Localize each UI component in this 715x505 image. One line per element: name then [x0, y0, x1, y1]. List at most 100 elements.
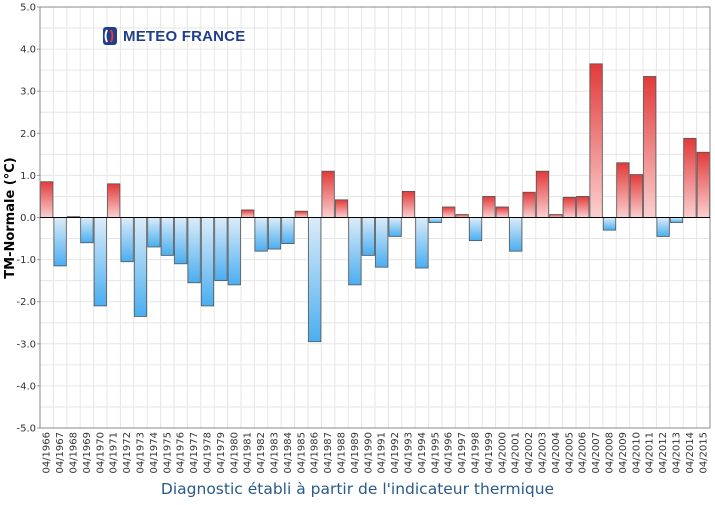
x-tick-label: 04/1995: [430, 432, 441, 474]
y-tick-label: 3.0: [20, 87, 36, 98]
x-tick-label: 04/1972: [122, 432, 133, 474]
x-tick-label: 04/1978: [203, 432, 214, 474]
bar: [629, 174, 643, 218]
bar: [107, 183, 121, 218]
bar: [683, 137, 697, 218]
x-tick-label: 04/1971: [109, 432, 120, 474]
bar: [147, 217, 161, 248]
x-tick-label: 04/2011: [645, 432, 656, 474]
x-tick-label: 04/1984: [283, 432, 294, 474]
y-tick-label: -3.0: [16, 339, 36, 350]
x-tick-label: 04/2005: [564, 432, 575, 474]
x-tick-label: 04/2006: [578, 432, 589, 474]
bar: [294, 210, 308, 218]
bar: [375, 217, 389, 268]
y-tick-label: 2.0: [20, 129, 36, 140]
x-tick-label: 04/1990: [363, 432, 374, 474]
x-tick-label: 04/2007: [591, 432, 602, 474]
bar: [616, 162, 630, 218]
bar: [589, 63, 603, 218]
y-tick-label: -4.0: [16, 381, 36, 392]
bar: [656, 217, 670, 237]
bar: [602, 217, 617, 231]
bar: [522, 191, 536, 218]
bar: [187, 217, 201, 284]
bar: [133, 217, 148, 317]
x-tick-label: 04/1993: [404, 432, 415, 474]
x-tick-label: 04/2000: [497, 432, 508, 474]
x-tick-label: 04/1998: [471, 432, 482, 474]
x-tick-label: 04/1989: [350, 432, 361, 474]
bar: [468, 217, 483, 242]
bar: [401, 190, 416, 218]
x-tick-label: 04/1968: [69, 432, 80, 474]
x-tick-label: 04/2008: [605, 432, 616, 474]
bar: [227, 217, 241, 286]
bar: [281, 217, 295, 245]
bar: [535, 170, 550, 218]
bar: [415, 217, 429, 269]
bar: [562, 196, 576, 218]
bar: [241, 209, 255, 218]
bar: [40, 181, 54, 218]
bars: [40, 63, 710, 343]
x-tick-label: 04/1988: [337, 432, 348, 474]
bar: [80, 217, 94, 244]
meteo-france-logo-icon: [103, 27, 117, 45]
x-tick-labels: 04/1966 04/1967 04/1968 04/1969 04/1970 04/19…: [42, 432, 710, 474]
bar: [53, 217, 67, 267]
bar: [643, 76, 657, 218]
x-tick-label: 04/1970: [95, 432, 106, 474]
x-tick-label: 04/2014: [685, 432, 696, 474]
x-tick-label: 04/1975: [162, 432, 173, 474]
bar: [200, 217, 215, 307]
x-tick-label: 04/1992: [390, 432, 401, 474]
x-tick-label: 04/1979: [216, 432, 227, 474]
meteo-france-logo: METEO FRANCE: [103, 25, 245, 47]
x-tick-label: 04/2001: [511, 432, 522, 474]
x-tick-label: 04/1977: [189, 432, 200, 474]
x-tick-label: 04/2013: [672, 432, 683, 474]
bar: [509, 217, 523, 252]
bar: [696, 151, 710, 218]
bar: [482, 196, 496, 218]
chart-caption: Diagnostic établi à partir de l'indicate…: [160, 480, 555, 498]
x-tick-label: 04/1991: [377, 432, 388, 474]
x-tick-label: 04/1983: [270, 432, 281, 474]
bar: [361, 217, 375, 256]
y-tick-labels: 5.0 4.0 3.0 2.0 1.0 0.0 -1.0 -2.0 -3.0 -4.0 -5.0: [16, 3, 36, 435]
bar: [669, 217, 684, 223]
x-tick-label: 04/2004: [551, 432, 562, 474]
x-tick-label: 04/1976: [176, 432, 187, 474]
brand-name: METEO FRANCE: [123, 27, 246, 45]
x-tick-label: 04/2009: [618, 432, 629, 474]
bar: [576, 196, 590, 218]
x-tick-label: 04/1999: [484, 432, 495, 474]
bar: [308, 217, 322, 343]
x-tick-label: 04/1997: [457, 432, 468, 474]
bar: [267, 217, 282, 250]
x-tick-label: 04/1981: [243, 432, 254, 474]
x-tick-label: 04/2012: [658, 432, 669, 474]
y-tick-label: 1.0: [20, 171, 36, 182]
bar: [348, 217, 362, 286]
bar: [254, 217, 268, 252]
bar: [160, 217, 174, 256]
bar: [214, 217, 228, 282]
x-tick-label: 04/2002: [524, 432, 535, 474]
bar: [321, 170, 335, 218]
x-tick-label: 04/1996: [444, 432, 455, 474]
x-tick-label: 04/1974: [149, 432, 160, 474]
bar: [388, 217, 402, 237]
y-tick-label: -5.0: [16, 424, 36, 435]
x-tick-label: 04/2003: [538, 432, 549, 474]
bar: [120, 217, 134, 263]
y-tick-label: -2.0: [16, 297, 36, 308]
bar: [442, 206, 456, 218]
x-tick-label: 04/1973: [136, 432, 147, 474]
y-axis-label: TM-Normale (°C): [3, 157, 18, 278]
y-tick-label: 5.0: [20, 3, 36, 14]
bar: [495, 206, 509, 218]
x-tick-label: 04/2015: [698, 432, 709, 474]
